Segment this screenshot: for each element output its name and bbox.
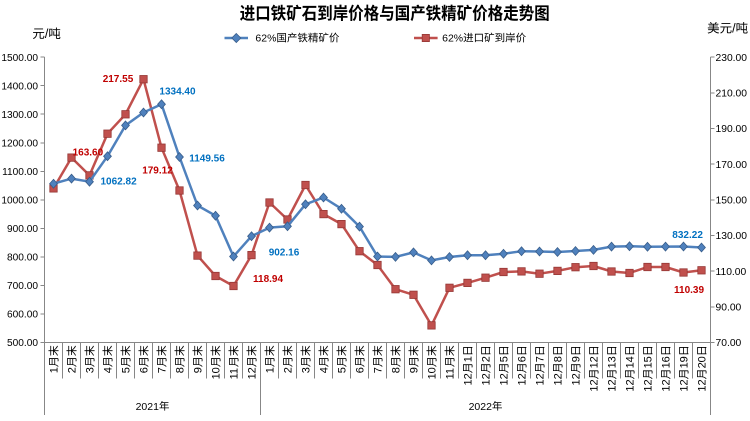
svg-text:3: 3: [301, 367, 313, 373]
svg-text:12: 12: [247, 367, 259, 379]
svg-text:19: 19: [679, 356, 691, 368]
svg-text:190.00: 190.00: [716, 124, 748, 135]
svg-text:500.00: 500.00: [7, 338, 38, 349]
svg-text:2: 2: [67, 367, 79, 373]
svg-text:10: 10: [211, 367, 223, 379]
svg-text:1062.82: 1062.82: [101, 176, 138, 187]
svg-text:6: 6: [355, 367, 367, 373]
svg-text:62%: 62%: [255, 33, 276, 45]
svg-text:8: 8: [553, 356, 565, 362]
svg-text:902.16: 902.16: [269, 247, 300, 258]
svg-text:12: 12: [625, 379, 637, 391]
svg-text:6: 6: [517, 356, 529, 362]
svg-text:12: 12: [481, 373, 493, 385]
svg-text:12: 12: [463, 373, 475, 385]
svg-text:8: 8: [175, 367, 187, 373]
svg-text:1334.40: 1334.40: [159, 87, 196, 98]
svg-text:12: 12: [535, 373, 547, 385]
svg-text:9: 9: [193, 367, 205, 373]
svg-text:12: 12: [643, 379, 655, 391]
svg-text:20: 20: [697, 356, 709, 368]
svg-text:2: 2: [283, 367, 295, 373]
svg-text:/: /: [45, 27, 49, 41]
svg-text:2021: 2021: [136, 401, 160, 413]
svg-text:5: 5: [499, 356, 511, 362]
svg-text:230.00: 230.00: [716, 53, 748, 64]
svg-text:110.39: 110.39: [674, 285, 704, 296]
svg-text:13: 13: [607, 356, 619, 368]
svg-text:600.00: 600.00: [7, 310, 38, 321]
svg-text:15: 15: [643, 356, 655, 368]
svg-text:5: 5: [121, 367, 133, 373]
svg-text:12: 12: [499, 373, 511, 385]
svg-text:10: 10: [427, 367, 439, 379]
svg-text:130.00: 130.00: [716, 231, 748, 242]
svg-text:2: 2: [481, 356, 493, 362]
svg-text:1: 1: [49, 367, 61, 373]
svg-text:12: 12: [697, 379, 709, 391]
svg-text:1400.00: 1400.00: [1, 81, 38, 92]
svg-text:14: 14: [625, 356, 637, 368]
svg-text:12: 12: [517, 373, 529, 385]
svg-text:11: 11: [445, 368, 457, 379]
svg-text:1: 1: [265, 367, 277, 373]
svg-text:4: 4: [103, 367, 115, 373]
svg-text:179.12: 179.12: [142, 166, 173, 177]
svg-text:1149.56: 1149.56: [189, 153, 225, 164]
svg-text:90.00: 90.00: [716, 303, 742, 314]
svg-text:7: 7: [157, 367, 169, 373]
svg-text:7: 7: [535, 356, 547, 362]
svg-text:6: 6: [139, 367, 151, 373]
svg-text:1: 1: [463, 356, 475, 362]
svg-text:118.94: 118.94: [253, 274, 283, 285]
svg-text:800.00: 800.00: [7, 253, 38, 264]
svg-text:3: 3: [85, 367, 97, 373]
svg-text:170.00: 170.00: [716, 160, 748, 171]
svg-text:1300.00: 1300.00: [1, 110, 38, 121]
svg-text:12: 12: [607, 379, 619, 391]
svg-text:9: 9: [571, 356, 583, 362]
svg-text:16: 16: [661, 356, 673, 368]
svg-text:62%: 62%: [442, 33, 463, 45]
svg-text:12: 12: [589, 379, 601, 391]
svg-text:8: 8: [391, 367, 403, 373]
svg-text:1200.00: 1200.00: [1, 138, 38, 149]
svg-text:163.60: 163.60: [73, 147, 104, 158]
svg-text:7: 7: [373, 367, 385, 373]
svg-text:4: 4: [319, 367, 331, 373]
svg-text:900.00: 900.00: [7, 224, 38, 235]
svg-text:12: 12: [571, 373, 583, 385]
svg-text:12: 12: [661, 379, 673, 391]
svg-text:12: 12: [553, 373, 565, 385]
svg-text:210.00: 210.00: [716, 89, 748, 100]
svg-text:12: 12: [679, 379, 691, 391]
svg-text:5: 5: [337, 367, 349, 373]
svg-text:832.22: 832.22: [672, 230, 703, 241]
svg-text:70.00: 70.00: [716, 338, 742, 349]
svg-text:/: /: [732, 22, 736, 36]
svg-text:9: 9: [409, 367, 421, 373]
svg-text:2022: 2022: [469, 401, 493, 413]
svg-text:217.55: 217.55: [103, 74, 134, 85]
svg-text:11: 11: [229, 368, 241, 379]
svg-text:1500.00: 1500.00: [1, 53, 38, 64]
svg-text:12: 12: [589, 356, 601, 368]
svg-text:700.00: 700.00: [7, 281, 38, 292]
svg-text:1000.00: 1000.00: [1, 196, 38, 207]
svg-text:110.00: 110.00: [716, 267, 747, 278]
svg-text:150.00: 150.00: [716, 196, 748, 207]
svg-text:1100.00: 1100.00: [2, 167, 38, 178]
